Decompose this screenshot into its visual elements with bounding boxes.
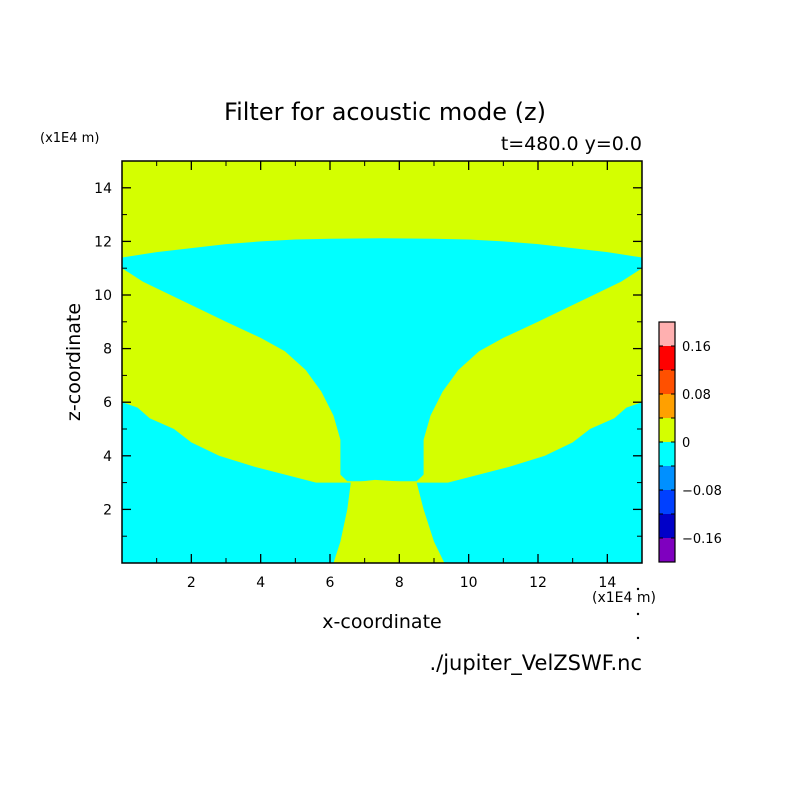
colorbar-swatch bbox=[659, 346, 675, 370]
colorbar-swatch bbox=[659, 370, 675, 394]
chart-subtitle: t=480.0 y=0.0 bbox=[501, 133, 642, 155]
y-tick-label: 2 bbox=[103, 502, 112, 518]
x-tick-label: 14 bbox=[598, 575, 616, 591]
source-file-label: ./jupiter_VelZSWF.nc bbox=[429, 651, 642, 676]
x-tick-label: 6 bbox=[326, 575, 335, 591]
y-axis-unit: (x1E4 m) bbox=[40, 131, 99, 146]
heatmap-field bbox=[122, 161, 642, 563]
marker-dot bbox=[636, 612, 640, 616]
y-tick-label: 10 bbox=[94, 288, 112, 304]
y-tick-label: 4 bbox=[103, 449, 112, 465]
y-tick-label: 8 bbox=[103, 342, 112, 358]
positive-region-center bbox=[333, 479, 445, 563]
colorbar-tick-label: −0.08 bbox=[682, 484, 722, 499]
y-tick-label: 6 bbox=[103, 395, 112, 411]
colorbar-swatch bbox=[659, 394, 675, 418]
x-tick-label: 2 bbox=[187, 575, 196, 591]
y-axis-label: z-coordinate bbox=[63, 303, 85, 421]
colorbar: 0.16 0.08 0 −0.08 −0.16 bbox=[658, 321, 722, 563]
colorbar-swatch bbox=[659, 466, 675, 490]
x-tick-label: 10 bbox=[460, 575, 478, 591]
marker-dot bbox=[636, 636, 640, 640]
colorbar-swatch bbox=[659, 322, 675, 346]
colorbar-tick-label: 0.16 bbox=[682, 340, 711, 355]
colorbar-swatch bbox=[659, 514, 675, 538]
colorbar-swatch bbox=[659, 490, 675, 514]
colorbar-swatch bbox=[659, 442, 675, 466]
axis-ticks bbox=[122, 161, 642, 563]
colorbar-tick-label: 0 bbox=[682, 436, 690, 451]
colorbar-swatch bbox=[659, 538, 675, 562]
marker-dot bbox=[636, 587, 640, 591]
plot-frame bbox=[121, 160, 643, 564]
x-tick-label: 4 bbox=[256, 575, 265, 591]
x-tick-label: 12 bbox=[529, 575, 547, 591]
x-axis-unit: (x1E4 m) bbox=[592, 590, 656, 606]
y-tick-label: 14 bbox=[94, 181, 112, 197]
x-axis-label: x-coordinate bbox=[322, 611, 441, 633]
colorbar-tick-label: 0.08 bbox=[682, 388, 711, 403]
colorbar-tick-label: −0.16 bbox=[682, 532, 722, 547]
axis-tick-labels: 2 4 6 8 10 12 14 2 4 6 8 10 12 14 bbox=[94, 181, 616, 591]
x-tick-label: 8 bbox=[395, 575, 404, 591]
chart-title: Filter for acoustic mode (z) bbox=[224, 98, 546, 126]
negative-region-central bbox=[122, 238, 642, 482]
y-tick-label: 12 bbox=[94, 234, 112, 250]
colorbar-swatch bbox=[659, 418, 675, 442]
